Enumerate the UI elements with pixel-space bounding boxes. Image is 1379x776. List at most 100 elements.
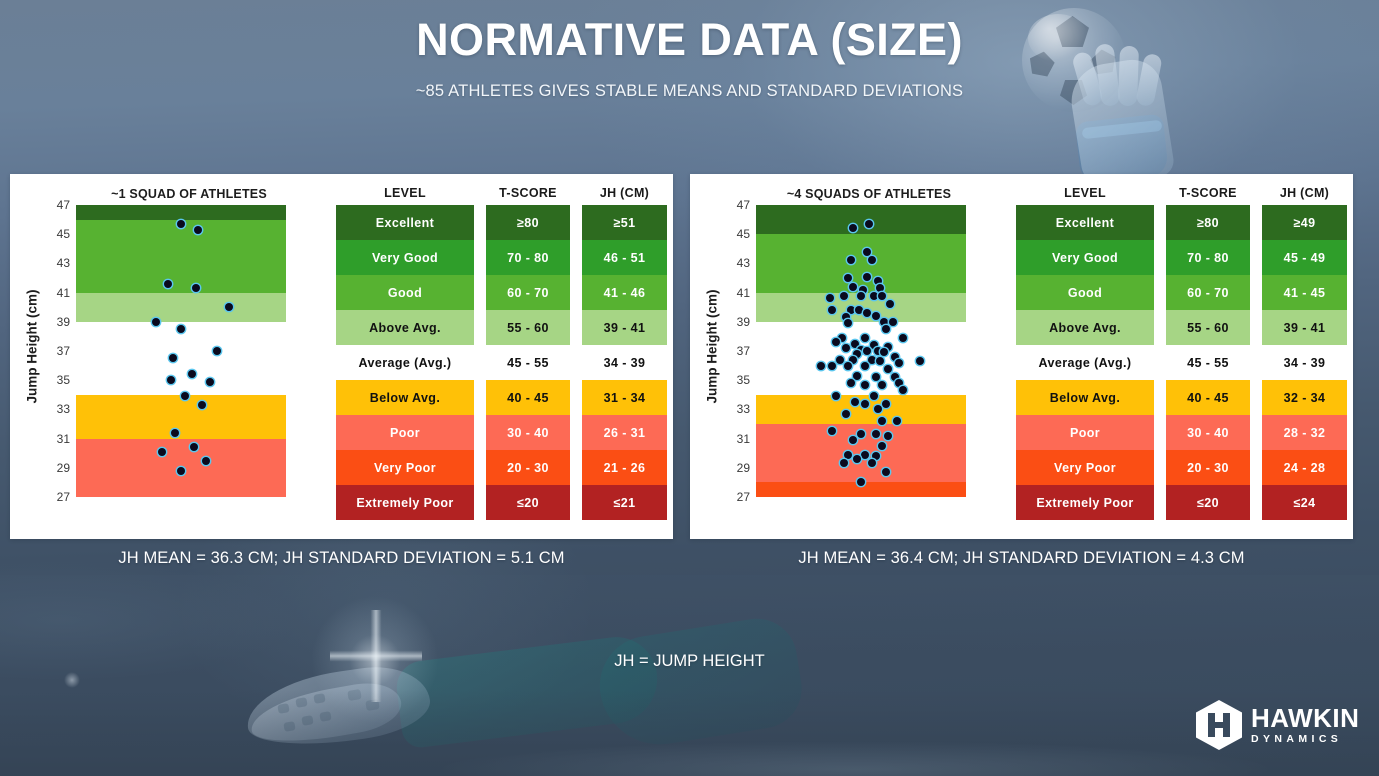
- data-point: [890, 373, 899, 382]
- cell-tscore: ≤20: [1166, 485, 1250, 520]
- column-header-jh: JH (CM): [599, 186, 650, 200]
- data-point: [886, 300, 895, 309]
- cell-jh: ≤21: [582, 485, 667, 520]
- data-point: [857, 345, 865, 354]
- table-header-row: LEVEL T-SCORE JH (CM): [1010, 186, 1353, 200]
- data-point: [882, 325, 891, 334]
- data-point: [844, 361, 853, 370]
- table-header-row: LEVEL T-SCORE JH (CM): [330, 186, 673, 200]
- data-point: [168, 354, 177, 363]
- cell-jh: 21 - 26: [582, 450, 667, 485]
- lens-flare-dot: [64, 672, 80, 688]
- table-row: Above Avg. 55 - 60 39 - 41: [330, 310, 673, 345]
- soccer-boot: [242, 659, 434, 755]
- y-tick-label: 47: [736, 198, 750, 212]
- y-tick-label: 45: [736, 227, 750, 242]
- data-point: [177, 219, 185, 228]
- panel-right: ~4 SQUADS OF ATHLETES Jump Height (cm) 4…: [690, 174, 1353, 539]
- player-leg-sock: [393, 632, 663, 750]
- band-above-avg: [76, 292, 286, 322]
- cell-tscore: 70 - 80: [1166, 240, 1250, 275]
- data-point: [151, 317, 160, 326]
- data-point: [852, 349, 861, 358]
- caption-right: JH MEAN = 36.4 CM; JH STANDARD DEVIATION…: [798, 549, 1245, 567]
- cell-level: Very Good: [1016, 240, 1154, 275]
- data-point: [865, 219, 874, 228]
- y-tick-label: 33: [56, 402, 70, 417]
- band-very-poor: [756, 482, 966, 497]
- cell-jh: 45 - 49: [1262, 240, 1347, 275]
- cell-tscore: ≥80: [1166, 205, 1250, 240]
- data-point: [844, 319, 853, 328]
- table-row: Very Good 70 - 80 46 - 51: [330, 240, 673, 275]
- column-header-level: LEVEL: [384, 186, 426, 200]
- logo-subtitle: DYNAMICS: [1251, 733, 1343, 746]
- cell-level: Extremely Poor: [336, 485, 474, 520]
- data-point: [857, 478, 865, 487]
- cell-jh: 39 - 41: [582, 310, 667, 345]
- table-row: Excellent ≥80 ≥49: [1010, 205, 1353, 240]
- table-body: Excellent ≥80 ≥51 Very Good 70 - 80 46 - 51 Go…: [330, 205, 673, 520]
- data-point: [177, 325, 185, 334]
- data-point: [831, 392, 840, 401]
- data-point: [899, 386, 907, 395]
- data-point: [861, 450, 870, 459]
- cell-level: Very Poor: [336, 450, 474, 485]
- stadium-crowd-blur: [0, 575, 1379, 653]
- data-point: [166, 376, 175, 385]
- cell-tscore: 45 - 55: [1187, 355, 1229, 370]
- table-row: Poor 30 - 40 26 - 31: [330, 415, 673, 450]
- data-point: [859, 285, 868, 294]
- soccer-boot-sole: [246, 677, 406, 751]
- cell-jh: 41 - 46: [582, 275, 667, 310]
- y-axis-ticks: 47 45 43 41 39 37 35 33 31 29 27: [24, 198, 70, 504]
- normative-table-right: LEVEL T-SCORE JH (CM) Excellent ≥80 ≥49 Ver…: [1010, 174, 1353, 539]
- caption-left: JH MEAN = 36.3 CM; JH STANDARD DEVIATION…: [118, 549, 565, 567]
- cell-jh: 24 - 28: [1262, 450, 1347, 485]
- table-row: Above Avg. 55 - 60 39 - 41: [1010, 310, 1353, 345]
- data-point: [871, 430, 880, 439]
- data-point: [857, 291, 865, 300]
- y-tick-label: 37: [56, 344, 70, 358]
- data-point: [846, 256, 855, 265]
- y-tick-label: 35: [736, 373, 750, 388]
- cell-level: Good: [336, 275, 474, 310]
- data-point: [852, 371, 861, 380]
- band-below-avg: [76, 394, 286, 439]
- band-excellent: [756, 205, 966, 235]
- cell-level: Below Avg.: [336, 380, 474, 415]
- goalkeeper-glove-strap: [1081, 119, 1163, 140]
- y-tick-label: 35: [56, 373, 70, 388]
- cell-level: Above Avg.: [336, 310, 474, 345]
- data-point: [846, 306, 855, 315]
- pitch-ground: [0, 690, 1379, 776]
- table-row: Average (Avg.) 45 - 55 34 - 39: [1010, 345, 1353, 380]
- data-point: [850, 398, 859, 407]
- data-point: [854, 306, 863, 315]
- cell-tscore: 40 - 45: [1166, 380, 1250, 415]
- data-point: [871, 373, 880, 382]
- y-tick-label: 29: [736, 460, 750, 475]
- table-row: Below Avg. 40 - 45 31 - 34: [330, 380, 673, 415]
- cell-jh: 41 - 45: [1262, 275, 1347, 310]
- data-point: [878, 380, 886, 389]
- chart-title: ~4 SQUADS OF ATHLETES: [786, 187, 952, 201]
- table-row: Excellent ≥80 ≥51: [330, 205, 673, 240]
- data-point: [894, 358, 903, 367]
- cell-level: Below Avg.: [1016, 380, 1154, 415]
- y-tick-label: 37: [736, 344, 750, 358]
- cell-jh: 26 - 31: [582, 415, 667, 450]
- data-point: [863, 272, 872, 281]
- data-point: [873, 347, 882, 355]
- data-point: [848, 224, 857, 233]
- cell-tscore: 60 - 70: [486, 275, 570, 310]
- data-point: [869, 392, 878, 401]
- data-point: [831, 338, 840, 347]
- cell-tscore: 30 - 40: [1166, 415, 1250, 450]
- hexagon-h-icon: [1196, 700, 1242, 750]
- y-tick-label: 39: [736, 314, 750, 329]
- data-point: [842, 313, 851, 322]
- table-row: Good 60 - 70 41 - 46: [330, 275, 673, 310]
- data-point: [861, 333, 870, 342]
- band-very-good-good: [76, 219, 286, 293]
